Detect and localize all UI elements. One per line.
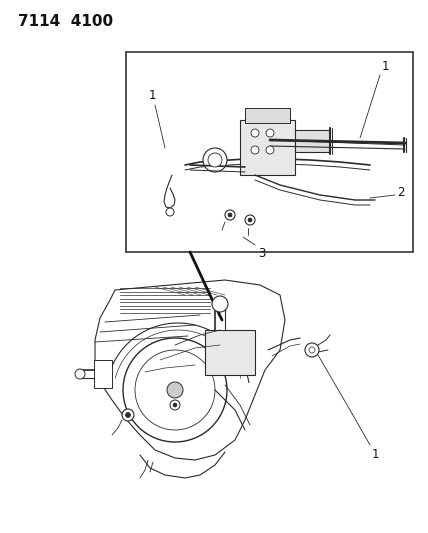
Text: 1: 1 bbox=[148, 89, 156, 102]
Ellipse shape bbox=[123, 338, 227, 442]
Ellipse shape bbox=[309, 347, 315, 353]
Ellipse shape bbox=[212, 296, 228, 312]
Ellipse shape bbox=[135, 350, 215, 430]
Polygon shape bbox=[95, 280, 285, 460]
Bar bbox=[94, 360, 112, 388]
Ellipse shape bbox=[266, 146, 274, 154]
Bar bbox=[240, 120, 295, 175]
Ellipse shape bbox=[208, 153, 222, 167]
Text: 3: 3 bbox=[258, 247, 265, 260]
Text: 1: 1 bbox=[372, 448, 380, 461]
Ellipse shape bbox=[203, 148, 227, 172]
Text: 7114  4100: 7114 4100 bbox=[18, 14, 113, 29]
Ellipse shape bbox=[248, 218, 252, 222]
Ellipse shape bbox=[251, 146, 259, 154]
Bar bbox=[126, 52, 413, 252]
Ellipse shape bbox=[305, 343, 319, 357]
Ellipse shape bbox=[251, 129, 259, 137]
Ellipse shape bbox=[125, 413, 131, 417]
Ellipse shape bbox=[122, 409, 134, 421]
Ellipse shape bbox=[75, 369, 85, 379]
Ellipse shape bbox=[170, 400, 180, 410]
Bar bbox=[245, 108, 290, 123]
Ellipse shape bbox=[245, 215, 255, 225]
Ellipse shape bbox=[225, 210, 235, 220]
Ellipse shape bbox=[173, 403, 177, 407]
Text: 2: 2 bbox=[397, 187, 404, 199]
Ellipse shape bbox=[228, 213, 232, 217]
Bar bbox=[295, 130, 330, 152]
Ellipse shape bbox=[266, 129, 274, 137]
Text: 1: 1 bbox=[382, 60, 389, 73]
Ellipse shape bbox=[167, 382, 183, 398]
Bar bbox=[205, 330, 255, 375]
Ellipse shape bbox=[166, 208, 174, 216]
